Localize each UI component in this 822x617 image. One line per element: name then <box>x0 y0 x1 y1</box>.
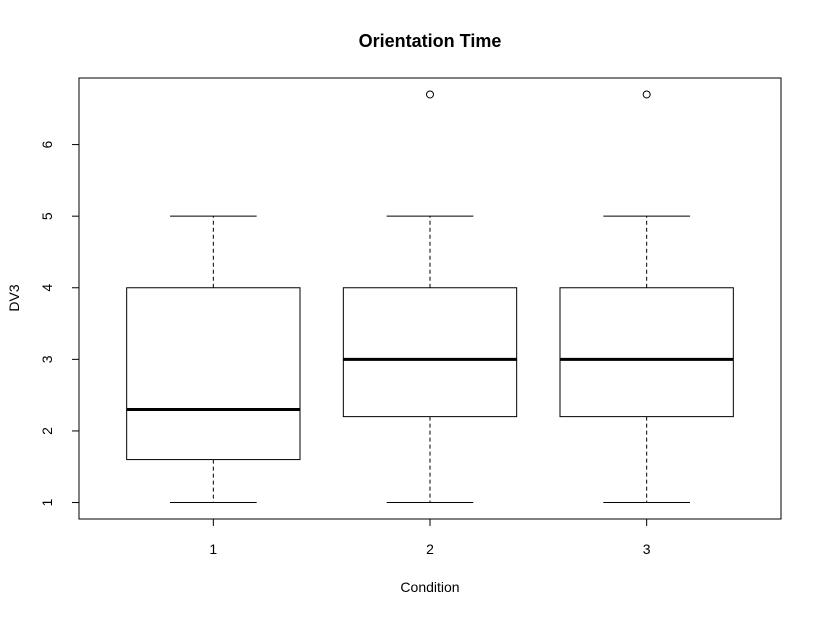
x-tick-label: 2 <box>426 541 434 557</box>
iqr-box <box>559 287 734 418</box>
iqr-box <box>342 287 518 418</box>
y-tick-label: 5 <box>39 212 55 220</box>
x-tick-label: 3 <box>643 541 651 557</box>
outlier-point <box>426 90 434 99</box>
x-tick-label: 1 <box>209 541 217 557</box>
y-tick-label: 6 <box>39 140 55 148</box>
box-group-1 <box>126 215 301 504</box>
y-axis: 1 2 3 4 5 6 <box>39 140 80 506</box>
outlier-point <box>642 90 651 99</box>
box-group-2 <box>342 90 518 504</box>
iqr-box <box>126 287 301 461</box>
y-tick-label: 4 <box>39 284 55 292</box>
x-axis: 1 2 3 <box>209 518 651 557</box>
box-series <box>126 90 734 504</box>
x-axis-label: Condition <box>400 579 459 595</box>
box-group-3 <box>559 90 734 504</box>
y-tick-label: 3 <box>39 355 55 363</box>
y-tick-label: 1 <box>39 498 55 506</box>
y-axis-label: DV3 <box>6 284 22 311</box>
chart-title: Orientation Time <box>359 31 502 51</box>
y-tick-label: 2 <box>39 427 55 435</box>
